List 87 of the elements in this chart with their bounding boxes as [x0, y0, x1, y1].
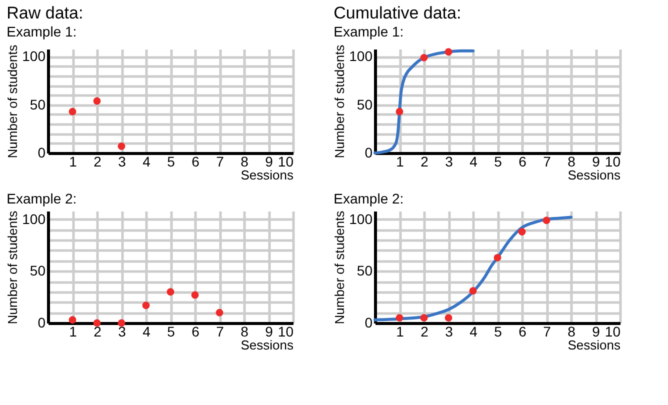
point: [93, 319, 101, 327]
y-axis-title: Number of students: [332, 210, 348, 324]
y-tick-label: 0: [364, 144, 373, 160]
x-tick-label: 9: [592, 154, 600, 170]
x-tick-label: 2: [420, 154, 429, 170]
x-tick-label: 8: [240, 324, 249, 340]
x-tick-label: 5: [494, 324, 502, 340]
x-tick-label: 9: [265, 324, 274, 340]
point: [420, 54, 428, 62]
x-tick-label: 10: [604, 324, 621, 340]
x-tick-label: 10: [278, 324, 294, 340]
point: [420, 314, 428, 322]
chart-title: Cumulative data:: [334, 3, 462, 22]
y-tick-label: 0: [38, 314, 46, 330]
x-tick-label: 9: [265, 154, 274, 170]
x-tick-label: 5: [167, 324, 176, 340]
y-tick-label: 50: [356, 96, 373, 112]
point: [469, 287, 477, 295]
x-tick-label: 1: [396, 154, 404, 170]
point: [396, 108, 404, 116]
x-tick-label: 3: [118, 324, 126, 340]
chart-title: Raw data:: [6, 3, 84, 22]
x-tick-label: 4: [142, 154, 151, 170]
point: [542, 216, 550, 224]
x-tick-label: 6: [192, 324, 200, 340]
x-tick-label: 7: [216, 154, 224, 170]
x-tick-label: 8: [568, 154, 576, 170]
x-tick-label: 6: [518, 324, 527, 340]
x-axis-title: Sessions: [568, 338, 621, 352]
point: [118, 319, 126, 327]
x-axis-title: Sessions: [240, 168, 294, 182]
point: [142, 302, 150, 310]
x-tick-label: 10: [604, 154, 621, 170]
x-tick-label: 8: [568, 324, 576, 340]
y-tick-label: 50: [30, 96, 46, 112]
y-tick-label: 0: [364, 314, 373, 330]
x-tick-label: 7: [216, 324, 224, 340]
x-tick-label: 4: [470, 324, 478, 340]
point: [396, 314, 404, 322]
x-tick-label: 4: [142, 324, 151, 340]
x-tick-label: 5: [167, 154, 176, 170]
y-axis-title: Number of students: [5, 44, 20, 158]
x-tick-label: 1: [69, 324, 78, 340]
x-tick-label: 2: [420, 324, 429, 340]
x-tick-label: 9: [592, 324, 600, 340]
chart-subtitle: Example 1:: [334, 23, 404, 40]
x-tick-label: 7: [543, 324, 552, 340]
x-tick-label: 3: [445, 154, 454, 170]
x-tick-label: 10: [278, 154, 294, 170]
y-tick-label: 50: [30, 262, 46, 279]
y-tick-label: 100: [349, 210, 373, 227]
point: [166, 288, 174, 296]
point: [93, 97, 101, 105]
y-tick-label: 100: [349, 48, 373, 64]
point: [216, 308, 224, 316]
x-tick-label: 1: [69, 154, 78, 170]
y-axis-title: Number of students: [5, 210, 20, 324]
x-tick-label: 1: [396, 324, 404, 340]
point: [494, 254, 502, 262]
chart-title: Example 2:: [334, 190, 404, 206]
point: [444, 48, 452, 56]
x-tick-label: 7: [543, 154, 552, 170]
x-axis-title: Sessions: [240, 338, 294, 352]
y-tick-label: 100: [22, 210, 46, 227]
x-tick-label: 5: [494, 154, 502, 170]
point: [518, 228, 526, 236]
y-tick-label: 0: [38, 144, 46, 160]
chart-title: Example 2:: [6, 190, 77, 206]
x-tick-label: 3: [445, 324, 454, 340]
point: [444, 314, 452, 322]
y-axis-title: Number of students: [332, 44, 348, 158]
point: [68, 108, 76, 116]
y-tick-label: 50: [356, 262, 373, 279]
x-axis-title: Sessions: [568, 168, 621, 182]
y-tick-label: 100: [22, 48, 46, 64]
x-tick-label: 2: [94, 324, 102, 340]
x-tick-label: 8: [240, 154, 249, 170]
x-tick-label: 3: [118, 154, 126, 170]
x-tick-label: 6: [518, 154, 527, 170]
point: [118, 142, 126, 150]
line-series: [374, 216, 572, 322]
x-tick-label: 4: [470, 154, 478, 170]
point: [191, 291, 199, 299]
chart-subtitle: Example 1:: [6, 23, 77, 40]
x-tick-label: 6: [192, 154, 200, 170]
point: [68, 316, 76, 324]
x-tick-label: 2: [94, 154, 102, 170]
